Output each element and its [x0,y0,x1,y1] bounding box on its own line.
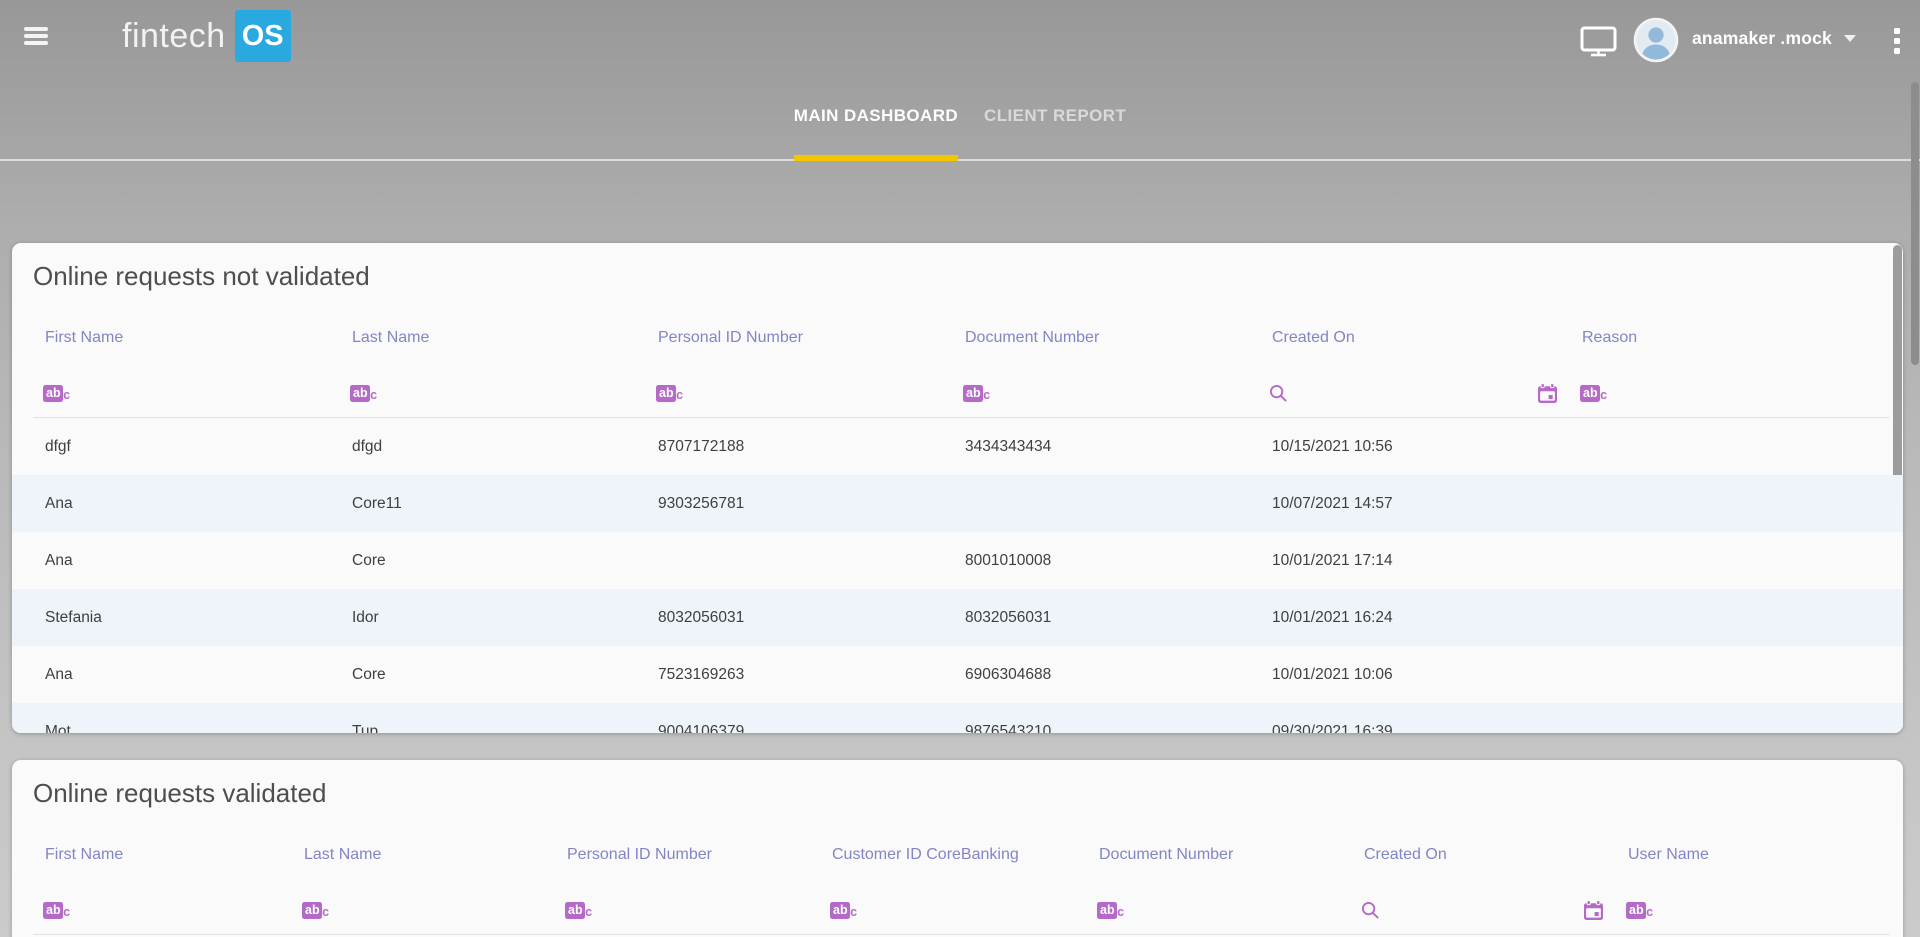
text-filter-icon[interactable]: ab c [565,899,592,921]
overflow-menu-icon[interactable] [1894,28,1900,54]
column-header-document-number[interactable]: Document Number [965,329,1100,346]
column-header-first-name[interactable]: First Name [45,846,124,863]
page-scrollbar-thumb[interactable] [1911,82,1919,365]
filter-row-divider [33,934,1889,935]
table-cell: 7523169263 [658,666,745,683]
table-row[interactable]: Ana Core 8001010008 10/01/2021 17:14 [12,532,1903,589]
table-cell: dfgf [45,438,71,455]
text-filter-icon[interactable]: ab c [830,899,857,921]
column-header-user-name[interactable]: User Name [1628,846,1709,863]
table-row[interactable]: Stefania Idor 8032056031 8032056031 10/01/20… [12,589,1903,646]
table-cell: Mot [45,723,71,733]
column-header-reason[interactable]: Reason [1582,329,1638,346]
table-cell: 8707172188 [658,438,745,455]
header-divider [0,159,1920,161]
table-cell: 10/01/2021 17:14 [1272,552,1393,569]
text-filter-icon[interactable]: ab c [1580,382,1607,404]
table-cell: 8032056031 [658,609,745,626]
user-name: anamaker .mock [1692,27,1832,48]
logo-badge: OS [234,10,291,62]
text-filter-icon[interactable]: ab c [1097,899,1124,921]
table-cell: Ana [45,495,73,512]
column-header-first-name[interactable]: First Name [45,329,124,346]
filter-row-divider [33,417,1889,418]
user-menu[interactable]: anamaker .mock [1692,0,1856,76]
card-title: Online requests not validated [33,261,370,291]
table-cell: Core [352,666,386,683]
user-avatar[interactable] [1633,17,1679,68]
table-row[interactable]: dfgf dfgd 8707172188 3434343434 10/15/2021 1… [12,418,1903,475]
text-filter-icon[interactable]: ab c [43,382,70,404]
logo-text: fintech [122,16,226,55]
column-header-personal-id-number[interactable]: Personal ID Number [567,846,712,863]
table-cell: 10/01/2021 10:06 [1272,666,1393,683]
grid-scrollbar-thumb[interactable] [1893,245,1902,528]
table-cell: 9004106379 [658,723,745,733]
table-cell: 09/30/2021 16:39 [1272,723,1393,733]
table-cell: Tup [352,723,379,733]
fintechos-logo[interactable]: fintech OS [122,10,291,62]
column-header-last-name[interactable]: Last Name [352,329,430,346]
table-cell: 9876543210 [965,723,1052,733]
table-cell: Core11 [352,495,402,512]
text-filter-icon[interactable]: ab c [350,382,377,404]
column-header-customer-id-corebanking[interactable]: Customer ID CoreBanking [832,846,1019,863]
tab-bar: MAIN DASHBOARD CLIENT REPORT [0,106,1920,161]
tab-main-dashboard[interactable]: MAIN DASHBOARD [793,106,959,161]
table-row[interactable]: Ana Core 7523169263 6906304688 10/01/2021 10… [12,646,1903,703]
table-row[interactable]: Ana Core11 9303256781 10/07/2021 14:57 [12,475,1903,532]
search-icon[interactable] [1269,382,1288,404]
calendar-icon[interactable] [1537,382,1558,404]
card-online-requests-not-validated: Online requests not validated First Name… [12,243,1903,733]
chevron-down-icon [1843,34,1856,42]
table-cell: Stefania [45,609,102,626]
table-cell: dfgd [352,438,383,455]
column-header-personal-id-number[interactable]: Personal ID Number [658,329,803,346]
column-header-document-number[interactable]: Document Number [1099,846,1234,863]
table-cell: 10/01/2021 16:24 [1272,609,1393,626]
table-cell: 8001010008 [965,552,1052,569]
column-header-created-on[interactable]: Created On [1272,329,1355,346]
text-filter-icon[interactable]: ab c [302,899,329,921]
card-online-requests-validated: Online requests validated First Name ab c L… [12,760,1903,937]
table-cell: 3434343434 [965,438,1052,455]
monitor-icon[interactable] [1580,26,1618,62]
hamburger-menu-icon[interactable] [24,27,48,45]
table-cell: 6906304688 [965,666,1052,683]
table-cell: Ana [45,666,73,683]
top-bar: fintech OS anamaker .mock [0,0,1920,76]
table-cell: 8032056031 [965,609,1052,626]
table-cell: 10/15/2021 10:56 [1272,438,1393,455]
text-filter-icon[interactable]: ab c [656,382,683,404]
calendar-icon[interactable] [1583,899,1604,921]
table-cell: 9303256781 [658,495,745,512]
tab-client-report[interactable]: CLIENT REPORT [984,106,1127,125]
column-header-last-name[interactable]: Last Name [304,846,382,863]
table-cell: 10/07/2021 14:57 [1272,495,1393,512]
text-filter-icon[interactable]: ab c [1626,899,1653,921]
card-title: Online requests validated [33,778,327,808]
table-row[interactable]: Mot Tup 9004106379 9876543210 09/30/2021 16:… [12,703,1903,733]
table-cell: Idor [352,609,379,626]
search-icon[interactable] [1361,899,1380,921]
table-cell: Core [352,552,386,569]
text-filter-icon[interactable]: ab c [963,382,990,404]
column-header-created-on[interactable]: Created On [1364,846,1447,863]
table-cell: Ana [45,552,73,569]
text-filter-icon[interactable]: ab c [43,899,70,921]
